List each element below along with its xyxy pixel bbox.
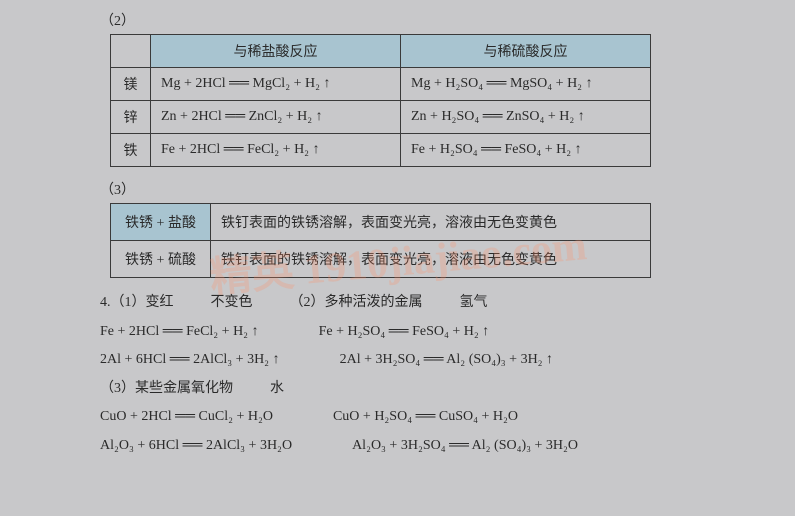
- metal-label: 铁: [111, 134, 151, 167]
- equation: Fe + H₂SO₄ ══ FeSO₄ + H₂ ↑: [319, 319, 490, 346]
- rust-desc: 铁钉表面的铁锈溶解，表面变光亮，溶液由无色变黄色: [211, 241, 651, 278]
- equation-row: Fe + 2HCl ══ FeCl₂ + H₂ ↑ Fe + H₂SO₄ ══ …: [100, 319, 755, 346]
- col-header-h2so4: 与稀硫酸反应: [401, 35, 651, 68]
- equation: Al₂O₃ + 3H₂SO₄ ══ Al₂ (SO₄)₃ + 3H₂O: [352, 433, 578, 460]
- table-rust: 铁锈 + 盐酸 铁钉表面的铁锈溶解，表面变光亮，溶液由无色变黄色 铁锈 + 硫酸…: [110, 203, 651, 278]
- metal-label: 锌: [111, 101, 151, 134]
- equation-row: 2Al + 6HCl ══ 2AlCl₃ + 3H₂ ↑ 2Al + 3H₂SO…: [100, 347, 755, 374]
- equation: CuO + 2HCl ══ CuCl₂ + H₂O: [100, 404, 273, 431]
- q4-part1-prefix: 4.（1）变红: [100, 295, 174, 310]
- empty-corner: [111, 35, 151, 68]
- table-row: 铁 Fe + 2HCl ══ FeCl₂ + H₂ ↑ Fe + H₂SO₄ ═…: [111, 134, 651, 167]
- equation: Al₂O₃ + 6HCl ══ 2AlCl₃ + 3H₂O: [100, 433, 292, 460]
- table-reactions: 与稀盐酸反应 与稀硫酸反应 镁 Mg + 2HCl ══ MgCl₂ + H₂ …: [110, 34, 651, 167]
- rust-desc: 铁钉表面的铁锈溶解，表面变光亮，溶液由无色变黄色: [211, 204, 651, 241]
- equation: CuO + H₂SO₄ ══ CuSO₄ + H₂O: [333, 404, 518, 431]
- equation-cell: Fe + H₂SO₄ ══ FeSO₄ + H₂ ↑: [401, 134, 651, 167]
- rust-label: 铁锈 + 硫酸: [111, 241, 211, 278]
- question-4: 4.（1）变红 不变色 （2）多种活泼的金属 氢气 Fe + 2HCl ══ F…: [100, 290, 755, 460]
- q4-part1-mid: 不变色: [211, 295, 253, 310]
- equation-cell: Zn + H₂SO₄ ══ ZnSO₄ + H₂ ↑: [401, 101, 651, 134]
- table-row: 镁 Mg + 2HCl ══ MgCl₂ + H₂ ↑ Mg + H₂SO₄ ═…: [111, 68, 651, 101]
- equation: 2Al + 6HCl ══ 2AlCl₃ + 3H₂ ↑: [100, 347, 280, 374]
- equation-cell: Mg + 2HCl ══ MgCl₂ + H₂ ↑: [151, 68, 401, 101]
- q4-part3: （3）某些金属氧化物: [100, 381, 233, 396]
- equation-cell: Mg + H₂SO₄ ══ MgSO₄ + H₂ ↑: [401, 68, 651, 101]
- equation-cell: Zn + 2HCl ══ ZnCl₂ + H₂ ↑: [151, 101, 401, 134]
- q4-part2-end: 氢气: [460, 295, 488, 310]
- metal-label: 镁: [111, 68, 151, 101]
- equation-row: CuO + 2HCl ══ CuCl₂ + H₂O CuO + H₂SO₄ ══…: [100, 404, 755, 431]
- col-header-hcl: 与稀盐酸反应: [151, 35, 401, 68]
- table-row: 铁锈 + 盐酸 铁钉表面的铁锈溶解，表面变光亮，溶液由无色变黄色: [111, 204, 651, 241]
- equation-row: Al₂O₃ + 6HCl ══ 2AlCl₃ + 3H₂O Al₂O₃ + 3H…: [100, 433, 755, 460]
- rust-label: 铁锈 + 盐酸: [111, 204, 211, 241]
- q4-part2: （2）多种活泼的金属: [290, 295, 423, 310]
- section-2-label: （2）: [100, 10, 135, 30]
- section-2: （2） 与稀盐酸反应 与稀硫酸反应 镁 Mg + 2HCl ══ MgCl₂ +…: [100, 10, 755, 167]
- q4-line1: 4.（1）变红 不变色 （2）多种活泼的金属 氢气: [100, 290, 755, 317]
- section-3: （3） 铁锈 + 盐酸 铁钉表面的铁锈溶解，表面变光亮，溶液由无色变黄色 铁锈 …: [100, 179, 755, 278]
- equation: 2Al + 3H₂SO₄ ══ Al₂ (SO₄)₃ + 3H₂ ↑: [340, 347, 553, 374]
- equation: Fe + 2HCl ══ FeCl₂ + H₂ ↑: [100, 319, 259, 346]
- table-row: 铁锈 + 硫酸 铁钉表面的铁锈溶解，表面变光亮，溶液由无色变黄色: [111, 241, 651, 278]
- q4-part3-end: 水: [270, 381, 284, 396]
- equation-cell: Fe + 2HCl ══ FeCl₂ + H₂ ↑: [151, 134, 401, 167]
- table-row: 锌 Zn + 2HCl ══ ZnCl₂ + H₂ ↑ Zn + H₂SO₄ ═…: [111, 101, 651, 134]
- q4-line3: （3）某些金属氧化物 水: [100, 376, 755, 403]
- table-header-row: 与稀盐酸反应 与稀硫酸反应: [111, 35, 651, 68]
- section-3-label: （3）: [100, 179, 135, 199]
